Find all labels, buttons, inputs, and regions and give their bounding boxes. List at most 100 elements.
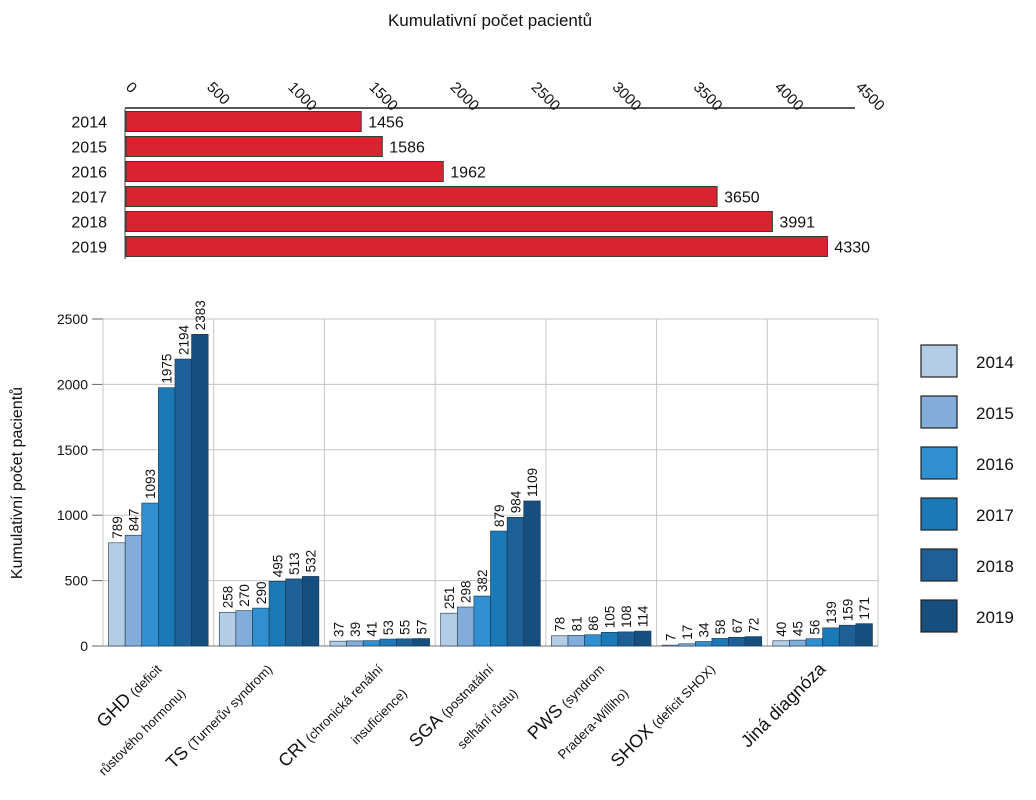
top-chart-x-ticks: 0 500 1000 1500 2000 2500 3000 3500 4000 4500 [122,79,888,115]
bar-value-label: 532 [304,550,319,573]
bar-value-label: 72 [746,618,761,633]
top-chart-x-axis-title: Kumulativní počet pacientů [388,11,592,30]
bar-value-label: 2194 [176,325,191,356]
grouped-bar [124,534,143,647]
bar-value-label: 37 [331,622,346,637]
top-x-tick-label: 1500 [366,79,402,115]
bar-value-label: 139 [824,601,839,624]
y-tick-label: 500 [65,573,89,589]
top-bar [125,111,362,132]
grouped-bar [789,639,807,647]
legend-swatch [920,446,958,480]
top-year-label: 2016 [71,165,107,182]
top-bar-value-label: 3991 [779,215,815,232]
top-x-tick-label: 3500 [690,79,726,115]
top-bar-value-label: 4330 [834,240,870,257]
grouped-bar [711,638,729,647]
grouped-bar [379,638,397,647]
bar-value-label: 270 [237,584,252,607]
grouped-bar [158,387,176,647]
bar-value-label: 81 [569,616,584,631]
top-year-label: 2019 [71,240,107,257]
legend-swatch [920,344,958,378]
grouped-bar [456,606,475,647]
grouped-bar [567,635,585,647]
bar-value-label: 1109 [525,468,540,497]
grouped-bar [584,634,602,647]
legend-swatch [920,599,958,633]
grouped-bar [600,631,619,647]
category-label: Jiná diagnóza [737,658,830,751]
grouped-bar [191,334,209,647]
bar-value-label: 251 [442,587,457,610]
grouped-bar [523,500,541,647]
bar-value-label: 298 [459,580,474,603]
top-bar [125,236,828,257]
grouped-bar [661,644,680,647]
bar-value-label: 58 [713,619,728,634]
grouped-bar [174,358,192,647]
bottom-chart-bars [108,334,873,647]
grouped-bar [772,640,790,647]
grouped-bar [396,638,414,647]
legend-label: 2014 [976,353,1014,372]
bar-value-label: 40 [774,622,789,637]
bar-value-label: 67 [730,618,745,633]
category-detail-label: (chronická renální [302,661,386,745]
grouped-bar [301,576,320,647]
top-year-label: 2014 [71,115,107,132]
top-bar [125,186,718,207]
bar-value-label: 57 [414,620,429,635]
diagnosis-grouped-chart: Kumulativní počet pacientů 0 500 1000 1500 2… [8,300,1014,778]
grouped-bar [440,612,458,647]
grouped-bar [678,643,696,647]
grouped-bar [490,530,508,647]
y-tick-label: 2000 [57,376,88,392]
y-tick-label: 1000 [57,507,88,523]
legend-label: 2016 [976,455,1014,474]
grouped-bar [141,502,159,647]
grouped-bar [838,624,857,647]
bar-value-label: 879 [492,504,507,527]
top-bar-value-label: 1962 [450,165,486,182]
bottom-chart-y-axis-title: Kumulativní počet pacientů [8,387,26,579]
bar-value-label: 290 [254,582,269,605]
y-tick-label: 1500 [57,442,88,458]
bar-value-label: 41 [364,622,379,637]
bar-value-label: 1975 [160,354,175,384]
grouped-bar [268,580,286,647]
category-main-label: SGA [405,710,446,751]
bar-value-label: 513 [287,552,302,575]
grouped-bar [362,640,381,647]
grouped-bar [252,607,270,647]
bar-value-label: 114 [636,605,651,627]
legend-swatch [920,395,958,429]
top-x-tick-label: 500 [203,79,233,109]
bar-value-label: 171 [857,597,872,620]
category-main-label: GHD [93,689,135,731]
bar-value-label: 34 [697,622,712,638]
top-bar-value-label: 3650 [724,190,760,207]
legend-label: 2019 [976,608,1014,627]
y-tick-label: 0 [80,638,88,654]
bar-value-label: 789 [110,516,125,539]
legend: 2014 2015 2016 2017 2018 2019 [920,344,1014,633]
bar-value-label: 86 [586,616,601,631]
legend-swatch [920,497,958,531]
cumulative-total-chart: Kumulativní počet pacientů 0 500 1000 1500 2… [71,11,888,259]
top-year-label: 2015 [71,140,107,157]
top-x-tick-label: 1000 [284,79,320,115]
grouped-bar [346,640,364,647]
category-detail-label: (deficit [127,661,165,699]
top-x-tick-label: 3000 [609,79,645,115]
grouped-bar [218,611,237,647]
top-x-tick-label: 4500 [852,79,888,115]
top-chart-bars: 2014 1456 2015 1586 2016 1962 2017 3650 2018 3991… [71,109,870,259]
top-bar-value-label: 1586 [389,140,425,157]
category-detail-label: (deficit SHOX) [649,662,718,731]
bar-value-label: 2383 [193,300,208,330]
grouped-bar [473,595,491,647]
bar-value-label: 45 [791,621,806,636]
bar-value-label: 17 [680,625,695,640]
y-tick-label: 2500 [57,311,88,327]
